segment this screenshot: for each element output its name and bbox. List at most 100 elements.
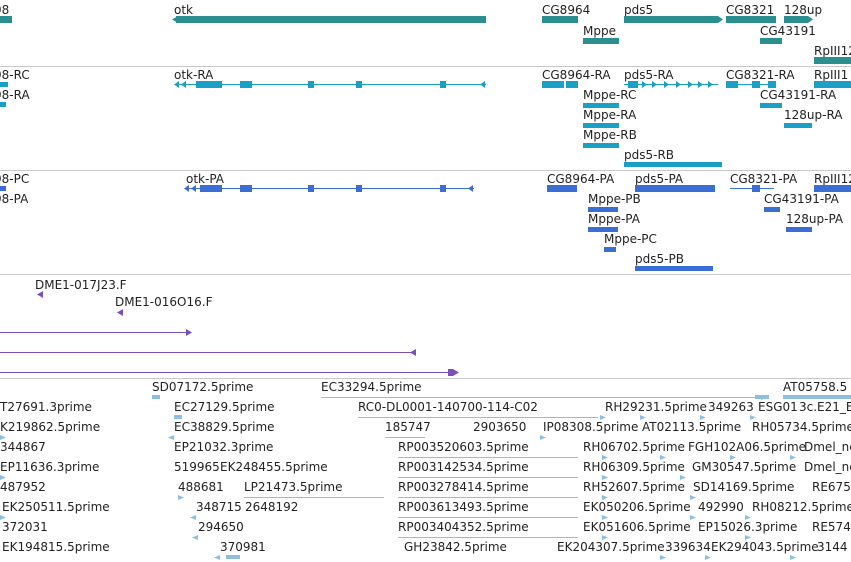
est-label[interactable]: 372031 <box>2 520 48 534</box>
est-label[interactable]: 3144 <box>817 540 848 554</box>
protein-label[interactable]: Mppe-PB <box>588 192 641 206</box>
gene-label-rpiii12[interactable]: RpIII12 <box>814 44 851 58</box>
est-label[interactable]: GM30547.5prime <box>692 460 797 474</box>
transcript-98-ra[interactable] <box>0 102 6 107</box>
protein-label[interactable]: CG8321-PA <box>730 172 798 186</box>
est-label[interactable]: EC38829.5prime <box>174 420 275 434</box>
clone-label[interactable]: DME1-016O16.F <box>115 295 213 309</box>
est-label[interactable]: 294650 <box>198 520 244 534</box>
transcript-cg43191-ra[interactable] <box>760 103 782 108</box>
transcript-label[interactable]: RpIII1 <box>814 68 849 82</box>
protein-label[interactable]: pds5-PA <box>635 172 684 186</box>
est-label[interactable]: EK294043.5prime <box>711 540 819 554</box>
est-feature[interactable] <box>783 395 851 399</box>
est-label[interactable]: 2648192 <box>245 500 299 514</box>
exon[interactable] <box>752 81 760 88</box>
transcript-pds5-rb[interactable] <box>624 162 722 167</box>
est-label[interactable]: RH08212.5prime <box>752 500 851 514</box>
transcript-label[interactable]: Mppe-RA <box>583 108 637 122</box>
exon[interactable] <box>240 185 252 192</box>
transcript-rpiii12-ra[interactable] <box>814 81 851 88</box>
exon[interactable] <box>440 185 446 192</box>
exon[interactable] <box>308 185 314 192</box>
est-feature[interactable] <box>152 395 160 399</box>
est-label[interactable]: AT05758.5 <box>783 380 848 394</box>
est-label[interactable]: EK248455.5prime <box>220 460 328 474</box>
transcript-label[interactable]: CG8321-RA <box>726 68 795 82</box>
est-label[interactable]: RE574 <box>812 520 851 534</box>
gene-label-cg8321[interactable]: CG8321 <box>726 3 775 17</box>
transcript-mppe-ra[interactable] <box>583 123 619 128</box>
protein-label[interactable]: CG43191-PA <box>764 192 839 206</box>
est-label[interactable]: RH05734.5prime <box>752 420 851 434</box>
est-label[interactable]: K219862.5prime <box>0 420 101 434</box>
est-label[interactable]: Dmel_ne <box>804 440 851 454</box>
gene-cg8964[interactable] <box>542 16 578 23</box>
est-label[interactable]: RE675 <box>812 480 851 494</box>
est-label[interactable]: EP15026.3prime <box>698 520 798 534</box>
gene-label-cg43191[interactable]: CG43191 <box>760 24 816 38</box>
est-label[interactable]: 487952 <box>0 480 46 494</box>
est-span[interactable] <box>398 517 578 518</box>
gene-otk[interactable] <box>176 16 486 23</box>
est-label[interactable]: IP08308.5prime <box>543 420 639 434</box>
protein-pds5-pb[interactable] <box>635 266 713 271</box>
est-span[interactable] <box>385 437 425 438</box>
protein-label[interactable]: Mppe-PA <box>588 212 640 226</box>
est-label[interactable]: RP003404352.5prime <box>398 520 529 534</box>
est-span[interactable] <box>358 417 598 418</box>
exon[interactable] <box>356 81 362 88</box>
est-label[interactable]: AT02113.5prime <box>642 420 742 434</box>
est-span[interactable] <box>398 537 578 538</box>
gene-label-otk[interactable]: otk <box>174 3 193 17</box>
protein-98-pc[interactable] <box>0 186 6 191</box>
protein-label[interactable]: pds5-PB <box>635 252 684 266</box>
protein-mppe-pa[interactable] <box>588 227 618 232</box>
est-label[interactable]: EC33294.5prime <box>321 380 422 394</box>
protein-label[interactable]: CG8964-PA <box>547 172 615 186</box>
est-span[interactable] <box>398 477 578 478</box>
exon[interactable] <box>308 81 314 88</box>
est-label[interactable]: EP11636.3prime <box>0 460 100 474</box>
est-label[interactable]: Dmel_ne <box>804 460 851 474</box>
est-label[interactable]: RH29231.5prime <box>605 400 707 414</box>
est-label[interactable]: 492990 <box>698 500 744 514</box>
exon[interactable] <box>440 81 446 88</box>
transcript-label[interactable]: CG8964-RA <box>542 68 611 82</box>
transcript-label[interactable]: otk-RA <box>174 68 214 82</box>
transcript-label[interactable]: 98-RC <box>0 68 30 82</box>
est-label[interactable]: FGH102A06.5prime <box>688 440 807 454</box>
gene-98[interactable] <box>0 16 12 23</box>
protein-cg8964-pa[interactable] <box>547 185 577 192</box>
protein-label[interactable]: otk-PA <box>186 172 225 186</box>
est-label[interactable]: RH06309.5prime <box>583 460 685 474</box>
est-label[interactable]: 519965 <box>174 460 220 474</box>
exon[interactable] <box>752 185 760 192</box>
gene-label-pds5[interactable]: pds5 <box>624 3 654 17</box>
exon[interactable] <box>196 81 222 88</box>
transcript-label[interactable]: 128up-RA <box>784 108 843 122</box>
protein-label[interactable]: 128up-PA <box>786 212 844 226</box>
clone-label[interactable]: DME1-017J23.F <box>35 278 127 292</box>
clone-span[interactable] <box>0 332 190 333</box>
gene-128up[interactable] <box>784 16 808 23</box>
exon[interactable] <box>200 185 222 192</box>
est-label[interactable]: 370981 <box>220 540 266 554</box>
est-label[interactable]: RP003142534.5prime <box>398 460 529 474</box>
gene-label-128up[interactable]: 128up <box>784 3 823 17</box>
exon[interactable] <box>240 81 252 88</box>
protein-128up-pa[interactable] <box>786 227 812 232</box>
gene-label-mppe[interactable]: Mppe <box>583 24 616 38</box>
est-label[interactable]: LP21473.5prime <box>244 480 343 494</box>
transcript-mppe-rc[interactable] <box>583 103 619 108</box>
transcript-pds5-ra[interactable] <box>624 84 718 85</box>
est-label[interactable]: RP003613493.5prime <box>398 500 529 514</box>
est-label[interactable]: RH52607.5prime <box>583 480 685 494</box>
est-label[interactable]: 185747 <box>385 420 431 434</box>
protein-label[interactable]: Mppe-PC <box>604 232 657 246</box>
est-label[interactable]: 344867 <box>0 440 46 454</box>
transcript-128up-ra[interactable] <box>784 123 812 128</box>
est-label[interactable]: 348715 <box>196 500 242 514</box>
est-span[interactable] <box>398 497 578 498</box>
protein-mppe-pc[interactable] <box>604 247 616 252</box>
